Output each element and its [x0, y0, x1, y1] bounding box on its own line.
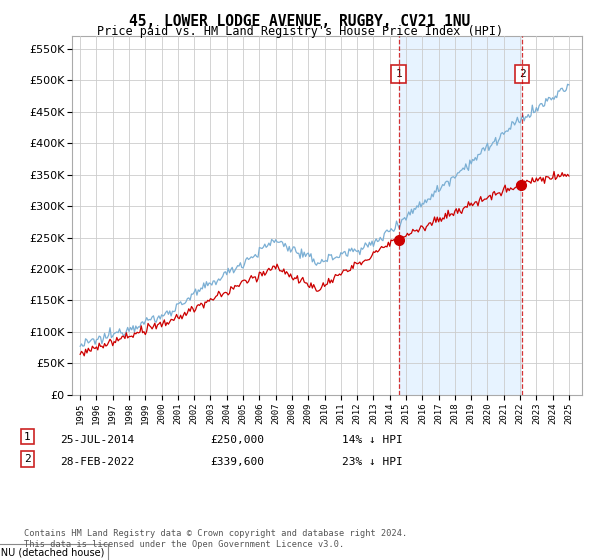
Text: £339,600: £339,600	[210, 457, 264, 467]
Text: 23% ↓ HPI: 23% ↓ HPI	[342, 457, 403, 467]
Text: 1: 1	[24, 432, 31, 442]
Legend: 45, LOWER LODGE AVENUE, RUGBY, CV21 1NU (detached house), HPI: Average price, de: 45, LOWER LODGE AVENUE, RUGBY, CV21 1NU …	[0, 544, 108, 560]
Text: 28-FEB-2022: 28-FEB-2022	[60, 457, 134, 467]
Text: 14% ↓ HPI: 14% ↓ HPI	[342, 435, 403, 445]
Text: 2: 2	[518, 69, 526, 79]
Text: 45, LOWER LODGE AVENUE, RUGBY, CV21 1NU: 45, LOWER LODGE AVENUE, RUGBY, CV21 1NU	[130, 14, 470, 29]
Text: 25-JUL-2014: 25-JUL-2014	[60, 435, 134, 445]
Text: Price paid vs. HM Land Registry's House Price Index (HPI): Price paid vs. HM Land Registry's House …	[97, 25, 503, 38]
Text: Contains HM Land Registry data © Crown copyright and database right 2024.
This d: Contains HM Land Registry data © Crown c…	[24, 529, 407, 549]
Text: £250,000: £250,000	[210, 435, 264, 445]
Text: 1: 1	[395, 69, 402, 79]
Bar	[398, 36, 522, 395]
Text: 2: 2	[24, 454, 31, 464]
